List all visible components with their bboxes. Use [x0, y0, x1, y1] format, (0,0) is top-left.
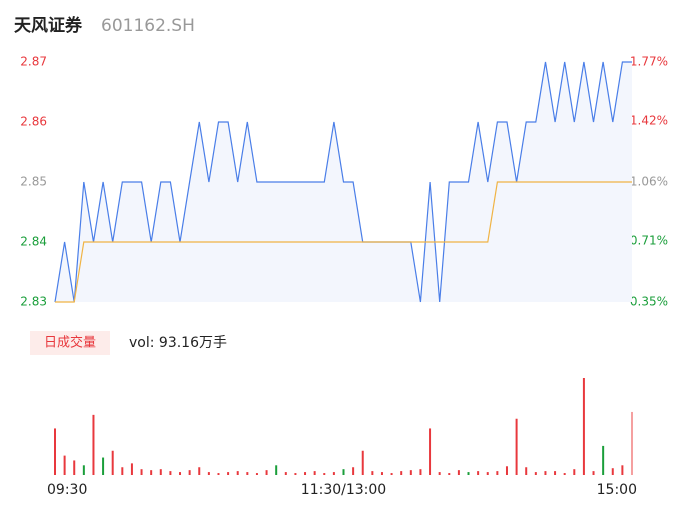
volume-bar	[525, 467, 528, 475]
volume-bar	[409, 470, 412, 475]
volume-bar	[198, 467, 201, 475]
volume-bar	[227, 472, 230, 475]
volume-bar	[265, 470, 268, 475]
volume-bar	[582, 378, 585, 475]
volume-bar	[448, 473, 451, 475]
y2-tick-label: 0.35%	[630, 295, 668, 309]
volume-bar	[573, 469, 576, 475]
volume-bar	[73, 460, 76, 475]
y-tick-label: 2.84	[20, 235, 47, 249]
volume-bar	[342, 469, 345, 475]
volume-bar	[111, 450, 114, 475]
volume-bar	[236, 471, 239, 475]
volume-bar	[121, 467, 124, 475]
volume-bar	[371, 471, 374, 475]
volume-bar	[602, 445, 605, 475]
volume-bar	[592, 471, 595, 475]
volume-bar	[255, 473, 258, 475]
volume-bar	[438, 472, 441, 475]
volume-bar	[496, 471, 499, 475]
volume-bar	[169, 471, 172, 475]
x-tick-label: 15:00	[597, 482, 637, 498]
y2-tick-label: 0.71%	[630, 234, 668, 248]
volume-bar	[188, 470, 191, 475]
volume-bar	[102, 457, 105, 475]
volume-bar	[82, 465, 85, 475]
volume-bar	[400, 471, 403, 475]
y-tick-label: 2.83	[20, 295, 47, 309]
volume-bar	[563, 473, 566, 475]
x-tick-label: 11:30/13:00	[301, 482, 386, 498]
volume-bar	[467, 472, 470, 475]
volume-bar	[304, 472, 307, 475]
volume-bar	[294, 473, 297, 475]
volume-bar	[207, 472, 210, 475]
legend-label: 日成交量	[44, 335, 96, 351]
stock-code: 601162.SH	[101, 16, 195, 36]
legend-box	[30, 331, 110, 355]
volume-bar	[179, 472, 182, 475]
volume-bar	[275, 465, 278, 475]
volume-bar	[150, 470, 153, 475]
y2-tick-label: 1.42%	[630, 114, 668, 128]
volume-bar	[54, 428, 56, 475]
volume-bar	[313, 471, 316, 475]
volume-bar	[390, 473, 393, 475]
y-tick-label: 2.86	[20, 115, 47, 129]
volume-bar	[631, 411, 633, 475]
volume-bar	[429, 428, 432, 475]
volume-bar	[457, 470, 460, 475]
volume-total: vol: 93.16万手	[129, 335, 227, 351]
volume-bar	[92, 414, 95, 475]
volume-bar	[554, 471, 557, 475]
chart-title: 天风证券	[14, 15, 83, 36]
volume-bar	[246, 472, 249, 475]
volume-bar	[611, 468, 614, 475]
volume-bar	[63, 455, 66, 475]
volume-bar	[534, 472, 537, 475]
volume-bar	[323, 473, 326, 475]
y-tick-label: 2.85	[20, 175, 47, 189]
volume-bar	[515, 418, 518, 475]
volume-bar	[140, 469, 143, 475]
y2-tick-label: 1.06%	[630, 175, 668, 189]
volume-bar	[130, 463, 133, 475]
volume-bar	[621, 465, 624, 475]
volume-bar	[159, 469, 162, 475]
volume-bar	[284, 472, 287, 475]
x-tick-label: 09:30	[47, 482, 87, 498]
volume-bar	[361, 450, 364, 475]
average-line	[55, 181, 632, 303]
y2-tick-label: 1.77%	[630, 55, 668, 69]
volume-bar	[332, 472, 335, 475]
volume-bar	[380, 472, 383, 475]
volume-bar	[477, 471, 480, 475]
y-tick-label: 2.87	[20, 55, 47, 69]
volume-bar	[352, 467, 355, 475]
volume-bar	[419, 469, 422, 475]
volume-bar	[544, 471, 547, 475]
volume-bar	[217, 473, 220, 475]
volume-bar	[486, 472, 489, 475]
volume-bar	[505, 466, 508, 475]
